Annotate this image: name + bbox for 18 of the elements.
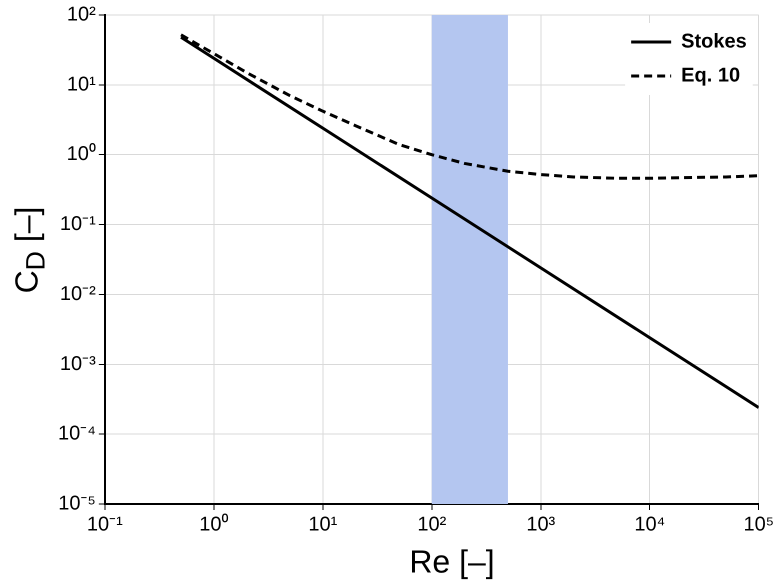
y-tick-label: 10⁰ (66, 142, 96, 166)
y-tick-label: 10⁻⁴ (58, 422, 96, 445)
y-tick-label: 10¹ (66, 73, 96, 96)
y-tick-label: 10⁻⁵ (58, 492, 96, 515)
legend-label: Eq. 10 (681, 64, 740, 87)
y-tick-label: 10⁻¹ (60, 213, 96, 236)
x-tick-label: 10⁴ (634, 514, 666, 536)
x-tick-label: 10² (417, 514, 447, 536)
x-tick-label: 10⁵ (743, 514, 774, 536)
x-tick-label: 10⁰ (199, 512, 228, 536)
x-tick-label: 10³ (526, 514, 556, 536)
y-tick-label: 10⁻² (60, 282, 96, 305)
y-tick-label: 10² (66, 4, 96, 26)
legend-label: Stokes (681, 30, 747, 53)
y-tick-label: 10⁻³ (60, 352, 96, 375)
x-axis-title: Re [–] (409, 544, 495, 580)
x-tick-label: 10¹ (308, 514, 338, 536)
x-tick-label: 10⁻¹ (86, 514, 124, 536)
